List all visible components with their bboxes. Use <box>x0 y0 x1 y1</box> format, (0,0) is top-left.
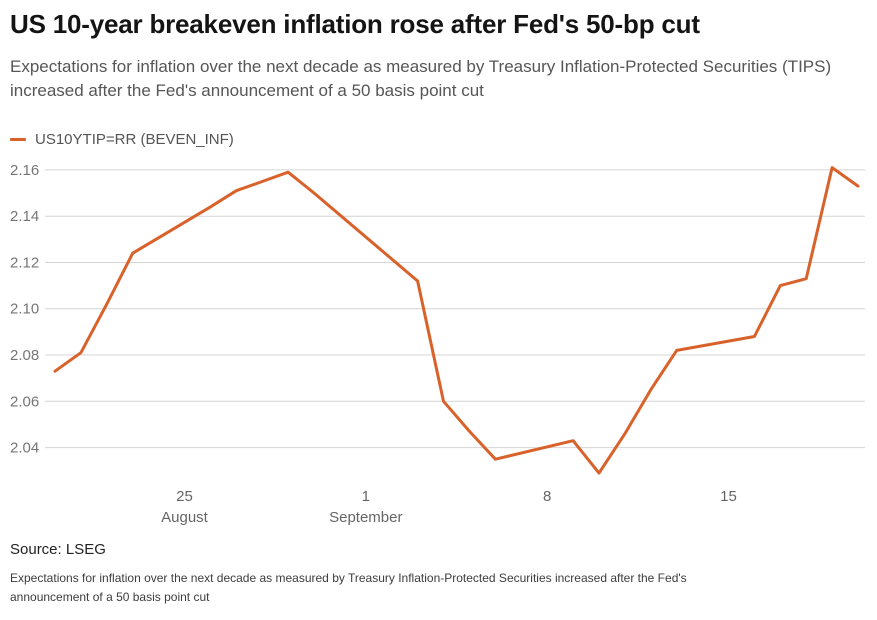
footnote-text: Expectations for inflation over the next… <box>10 571 687 604</box>
y-axis-tick-label: 2.12 <box>10 255 39 272</box>
legend: US10YTIP=RR (BEVEN_INF) <box>10 130 867 148</box>
chart-title: US 10-year breakeven inflation rose afte… <box>10 9 700 39</box>
source-label: Source: LSEG <box>10 541 106 559</box>
x-axis-month-label: September <box>329 509 402 526</box>
legend-series-label: US10YTIP=RR (BEVEN_INF) <box>35 130 234 148</box>
y-axis-tick-label: 2.08 <box>10 347 39 364</box>
y-axis-tick-label: 2.14 <box>10 208 39 225</box>
y-axis-tick-label: 2.10 <box>10 301 39 318</box>
x-axis-tick-label: 8 <box>543 488 551 505</box>
x-axis-month-label: August <box>161 509 209 526</box>
x-axis-tick-label: 25 <box>176 488 193 505</box>
chart-subtitle: Expectations for inflation over the next… <box>10 56 832 101</box>
line-chart: 2.16 2.14 2.12 2.10 2.08 2.06 2.04 25 August 1 Sep… <box>10 162 865 526</box>
y-axis-tick-label: 2.06 <box>10 393 39 410</box>
legend-line-swatch-icon <box>10 137 26 141</box>
x-axis-tick-label: 15 <box>720 488 737 505</box>
series-line <box>53 166 860 475</box>
y-axis-tick-label: 2.04 <box>10 440 39 457</box>
x-axis-tick-label: 1 <box>362 488 370 505</box>
y-axis-tick-label: 2.16 <box>10 162 39 179</box>
